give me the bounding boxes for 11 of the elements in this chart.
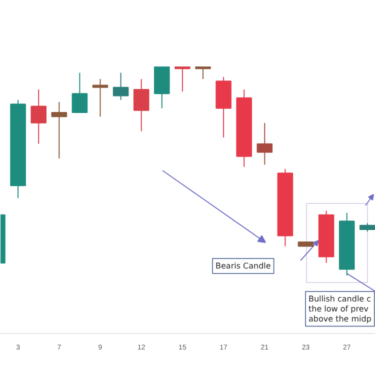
candlestick (195, 66, 211, 80)
candlestick (112, 72, 129, 100)
candlestick (174, 66, 190, 92)
candlestick (51, 102, 68, 159)
candlestick (133, 78, 150, 132)
annotation: Bullish candle c the low of prev above the midp (308, 294, 372, 324)
candlestick (72, 72, 88, 113)
annotation: Bearis Candle (216, 262, 271, 270)
candlestick (92, 78, 108, 118)
candlestick (256, 122, 273, 166)
candlestick (30, 88, 46, 144)
